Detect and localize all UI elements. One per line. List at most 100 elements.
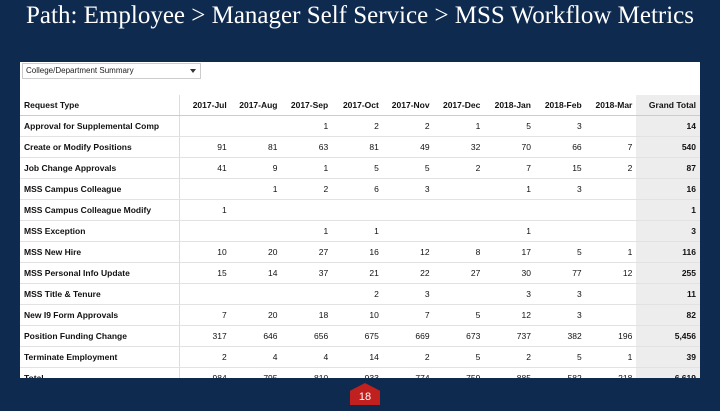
- table-cell: 49: [382, 136, 434, 158]
- table-cell: 3: [534, 283, 586, 305]
- row-label: Terminate Employment: [20, 346, 181, 368]
- table-cell: 6: [332, 178, 383, 200]
- table-cell: 1: [281, 115, 333, 137]
- column-header: 2017-Dec: [433, 95, 485, 116]
- table-cell: 4: [230, 346, 282, 368]
- table-row: MSS New Hire 10 20 27 16 12 8 17 5 1 116: [20, 241, 700, 263]
- table-cell: 885: [484, 367, 535, 378]
- table-cell: 2: [179, 346, 231, 368]
- column-header: Request Type: [20, 95, 181, 116]
- row-label: MSS Campus Colleague Modify: [20, 199, 181, 221]
- filter-label: College/Department Summary: [26, 66, 134, 75]
- table-cell: 1: [179, 199, 231, 221]
- table-cell: 1: [484, 178, 535, 200]
- table-cell: 675: [332, 325, 383, 347]
- table-cell: 759: [433, 367, 485, 378]
- table-cell: [433, 199, 485, 221]
- row-label: MSS Exception: [20, 220, 181, 242]
- table-cell: 2: [382, 346, 434, 368]
- table-cell: [179, 178, 231, 200]
- table-cell: 20: [230, 304, 282, 326]
- table-cell: [382, 220, 434, 242]
- table-cell: 21: [332, 262, 383, 284]
- table-cell: 27: [281, 241, 333, 263]
- table-cell: [281, 199, 333, 221]
- column-header: 2018-Jan: [484, 95, 535, 116]
- table-row: MSS Personal Info Update 15 14 37 21 22 27 30 77…: [20, 262, 700, 284]
- table-cell: 37: [281, 262, 333, 284]
- table-cell: 1: [585, 346, 637, 368]
- column-header: 2017-Oct: [332, 95, 383, 116]
- table-cell: 7: [179, 304, 231, 326]
- table-row: MSS Campus Colleague 1 2 6 3 1 3 16: [20, 178, 700, 200]
- table-cell: [534, 199, 586, 221]
- table-cell: [281, 283, 333, 305]
- table-cell: 795: [230, 367, 282, 378]
- table-cell: 774: [382, 367, 434, 378]
- table-cell: 15: [179, 262, 231, 284]
- column-header: 2018-Mar: [585, 95, 637, 116]
- row-label: New I9 Form Approvals: [20, 304, 181, 326]
- table-cell: 218: [585, 367, 637, 378]
- table-cell: [230, 115, 282, 137]
- table-cell: 656: [281, 325, 333, 347]
- table-cell: 41: [179, 157, 231, 179]
- table-cell: 11: [636, 283, 700, 305]
- table-row: MSS Campus Colleague Modify 1 1: [20, 199, 700, 221]
- table-cell: [230, 199, 282, 221]
- table-cell: [433, 220, 485, 242]
- table-row: MSS Title & Tenure 2 3 3 3 11: [20, 283, 700, 305]
- table-cell: 5,456: [636, 325, 700, 347]
- table-cell: 87: [636, 157, 700, 179]
- table-cell: 3: [382, 283, 434, 305]
- table-cell: 3: [636, 220, 700, 242]
- metrics-table: Request Type 2017-Jul 2017-Aug 2017-Sep 2017…: [20, 95, 700, 378]
- table-cell: [585, 220, 637, 242]
- table-row: Total 984 795 810 933 774 759 885 582 218 6,619: [20, 367, 700, 378]
- table-cell: 5: [534, 241, 586, 263]
- row-label: Create or Modify Positions: [20, 136, 181, 158]
- table-cell: 1: [636, 199, 700, 221]
- table-cell: 646: [230, 325, 282, 347]
- table-cell: 63: [281, 136, 333, 158]
- filter-dropdown[interactable]: College/Department Summary: [22, 63, 201, 79]
- table-cell: 9: [230, 157, 282, 179]
- table-cell: [230, 283, 282, 305]
- table-cell: 1: [332, 220, 383, 242]
- table-row: Job Change Approvals 41 9 1 5 5 2 7 15 2 87: [20, 157, 700, 179]
- table-cell: 27: [433, 262, 485, 284]
- row-label: MSS Personal Info Update: [20, 262, 181, 284]
- row-label: Approval for Supplemental Comp: [20, 115, 181, 137]
- table-cell: [585, 199, 637, 221]
- table-cell: 984: [179, 367, 231, 378]
- table-cell: 2: [382, 115, 434, 137]
- table-cell: 12: [585, 262, 637, 284]
- table-cell: [484, 199, 535, 221]
- table-cell: 7: [382, 304, 434, 326]
- table-cell: [585, 304, 637, 326]
- table-cell: [585, 178, 637, 200]
- table-cell: 5: [382, 157, 434, 179]
- table-cell: 3: [534, 178, 586, 200]
- table-cell: 20: [230, 241, 282, 263]
- table-cell: [585, 283, 637, 305]
- slide-title: Path: Employee > Manager Self Service > …: [26, 2, 694, 29]
- table-cell: 7: [585, 136, 637, 158]
- table-cell: 81: [332, 136, 383, 158]
- table-cell: 14: [636, 115, 700, 137]
- table-cell: [433, 178, 485, 200]
- table-cell: 382: [534, 325, 586, 347]
- table-cell: 4: [281, 346, 333, 368]
- table-cell: 1: [484, 220, 535, 242]
- table-cell: 2: [433, 157, 485, 179]
- table-cell: 2: [585, 157, 637, 179]
- table-cell: 32: [433, 136, 485, 158]
- table-cell: 540: [636, 136, 700, 158]
- table-row: Create or Modify Positions 91 81 63 81 49 32 70…: [20, 136, 700, 158]
- table-cell: [585, 115, 637, 137]
- row-label: MSS Title & Tenure: [20, 283, 181, 305]
- table-cell: 669: [382, 325, 434, 347]
- table-cell: 12: [382, 241, 434, 263]
- table-cell: 3: [534, 115, 586, 137]
